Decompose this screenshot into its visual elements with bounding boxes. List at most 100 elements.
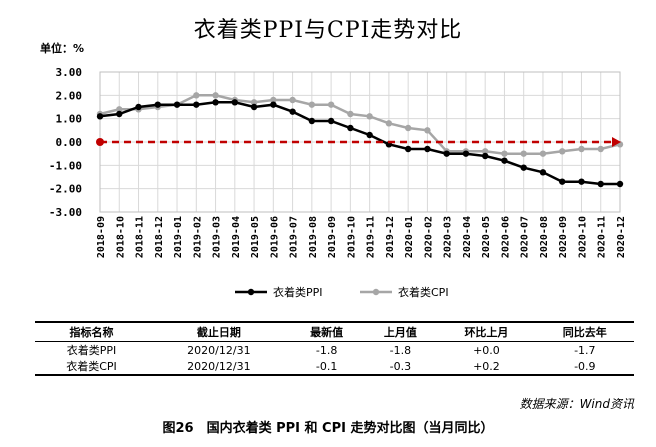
data-point [424, 145, 431, 153]
legend-marker [372, 288, 380, 296]
table-cell: 衣着类PPI [66, 344, 117, 357]
reference-line-arrowhead [612, 137, 621, 147]
data-point [347, 110, 354, 118]
x-tick-label: 2019-06 [269, 216, 280, 258]
x-tick-label: 2020-05 [481, 216, 492, 258]
data-point [366, 113, 373, 120]
data-point [501, 157, 508, 164]
table-row: 衣着类CPI 2020/12/31 -0.1 -0.3 +0.2 -0.9 [35, 358, 634, 376]
table-cell: 2020/12/31 [187, 343, 251, 357]
unit-label: 单位：% [40, 42, 85, 55]
x-tick-label: 2019-01 [173, 216, 184, 258]
x-tick-label: 2020-08 [539, 216, 550, 258]
data-point [501, 150, 508, 157]
x-tick-label: 2019-03 [212, 216, 223, 258]
data-point [616, 180, 624, 188]
data-point [385, 120, 393, 127]
y-tick-label: -3.00 [49, 206, 82, 219]
data-point [578, 145, 585, 153]
x-tick-label: 2018-12 [154, 216, 165, 258]
y-tick-label: 3.00 [56, 66, 83, 79]
x-tick-label: 2019-10 [346, 216, 357, 258]
table-header: 截止日期 [148, 321, 290, 342]
data-point [424, 127, 431, 134]
data-point [462, 150, 470, 157]
data-point [539, 169, 547, 176]
chart-title: 衣着类PPI与CPI走势对比 [193, 18, 463, 43]
table-header-row: 指标名称 截止日期 最新值 上月值 环比上月 同比去年 [35, 321, 634, 342]
x-tick-label: 2019-07 [289, 216, 300, 258]
y-tick-label: 0.00 [56, 136, 83, 149]
data-point [404, 145, 412, 153]
x-tick-label: 2020-12 [616, 216, 627, 258]
data-point [443, 150, 450, 157]
data-point [597, 180, 604, 188]
data-point [212, 92, 219, 99]
x-tick-label: 2020-02 [423, 216, 434, 258]
data-point [481, 148, 489, 155]
data-point [520, 150, 527, 157]
x-tick-label: 2020-09 [558, 216, 569, 258]
data-point [578, 178, 585, 185]
data-point [289, 108, 296, 115]
legend-marker [247, 288, 255, 296]
data-point [559, 178, 566, 185]
table-cell: -1.8 [315, 343, 338, 357]
reference-line-start [96, 138, 104, 146]
x-tick-label: 2019-12 [385, 216, 396, 258]
x-tick-label: 2019-09 [327, 216, 338, 258]
x-tick-label: 2020-01 [404, 216, 415, 258]
data-point [270, 96, 277, 104]
data-point [193, 101, 200, 108]
data-point [96, 113, 104, 120]
data-point [212, 99, 219, 106]
data-point [308, 101, 316, 108]
data-point [116, 110, 123, 118]
data-source: 数据来源：Wind资讯 [519, 397, 634, 411]
legend-label: 衣着类CPI [398, 285, 449, 299]
data-point [404, 124, 412, 132]
series-line [99, 101, 620, 186]
table-row: 衣着类PPI 2020/12/31 -1.8 -1.8 +0.0 -1.7 [35, 342, 634, 359]
x-tick-label: 2019-11 [366, 216, 377, 258]
data-point [289, 96, 296, 104]
table-cell: -0.1 [289, 358, 364, 376]
data-point [154, 101, 161, 108]
x-tick-label: 2019-08 [308, 216, 319, 258]
y-tick-label: 1.00 [56, 113, 83, 126]
table-cell: 2020/12/31 [148, 358, 290, 376]
table-cell: -1.7 [574, 343, 596, 357]
y-tick-label: 2.00 [56, 89, 83, 102]
table-header: 环比上月 [437, 321, 536, 342]
series-line [99, 94, 621, 155]
y-tick-label: -2.00 [49, 183, 82, 196]
x-tick-label: 2018-10 [115, 216, 126, 258]
data-point [539, 150, 547, 157]
data-point [173, 101, 181, 108]
figure-caption: 图26 国内衣着类 PPI 和 CPI 走势对比图（当月同比） [162, 421, 494, 436]
data-point [327, 117, 335, 125]
x-tick-label: 2020-11 [597, 216, 608, 258]
x-tick-label: 2020-10 [577, 216, 588, 258]
x-tick-label: 2019-05 [250, 216, 261, 258]
data-point [250, 99, 258, 106]
x-tick-label: 2020-03 [443, 216, 454, 258]
x-tick-label: 2020-04 [462, 216, 473, 258]
x-tick-label: 2019-04 [231, 216, 242, 258]
data-point [308, 117, 316, 125]
x-tick-label: 2020-07 [520, 216, 531, 258]
table-cell: -0.3 [363, 358, 438, 376]
table-cell: -1.8 [389, 343, 412, 357]
table-header: 上月值 [363, 321, 438, 342]
x-tick-label: 2019-02 [192, 216, 203, 258]
data-point [597, 145, 604, 153]
data-point [366, 131, 373, 139]
table-cell: -0.9 [535, 358, 634, 376]
x-tick-label: 2018-09 [96, 216, 107, 258]
data-point [193, 92, 200, 99]
data-point [116, 106, 123, 113]
data-point [135, 103, 142, 111]
x-tick-label: 2018-11 [135, 216, 146, 258]
y-tick-label: -1.00 [49, 159, 82, 172]
table-cell: 衣着类CPI [35, 358, 149, 376]
